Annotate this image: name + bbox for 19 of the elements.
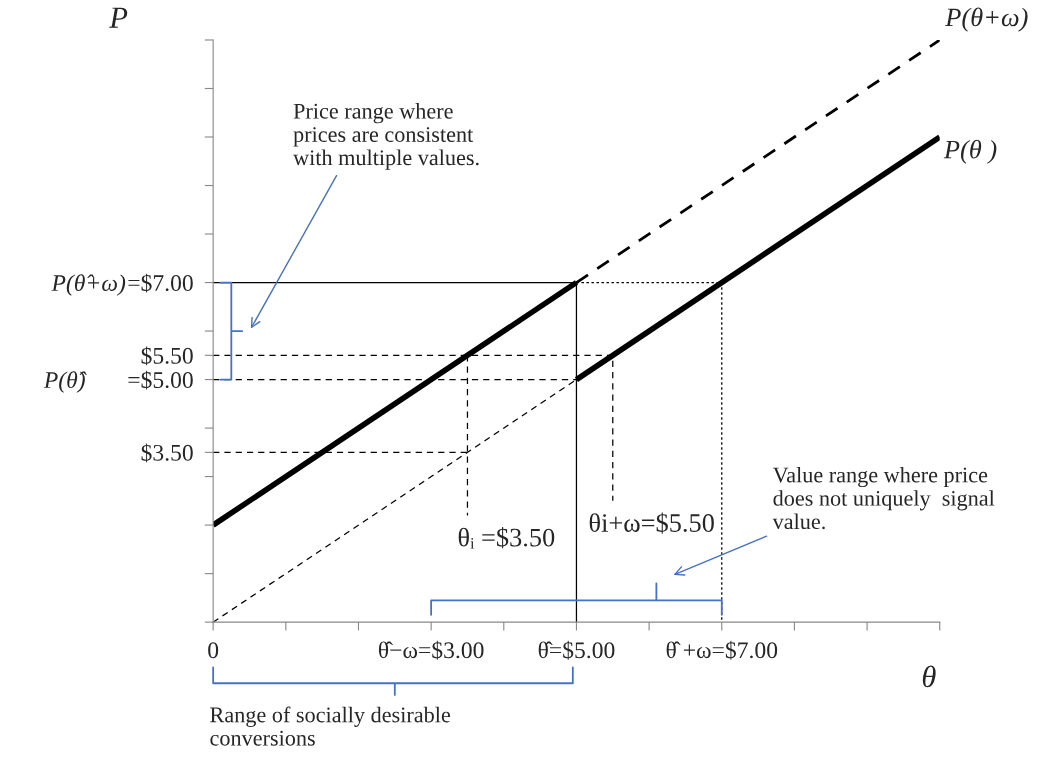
- x-tick-label: θ̂=$5.00: [538, 640, 615, 660]
- x-tick-label: 0: [208, 642, 219, 659]
- annotation: Value range where price does not uniquely signal value.: [772, 466, 995, 530]
- text: P(θ̂+ω): [51, 274, 126, 296]
- annotation: Price range where prices are consistent with multiple values.: [293, 103, 479, 170]
- x-tick-label: θ̂ +ω=$7.00: [666, 640, 778, 660]
- x-axis-title: θ: [922, 665, 936, 688]
- annotation: θi+ω=$5.50: [589, 512, 714, 534]
- x-tick-label: θ̂−ω=$3.00: [378, 640, 484, 660]
- y-tick-label: $3.50: [141, 443, 193, 463]
- annotation: θᵢ =$3.50: [458, 527, 555, 549]
- y-tick-label: =$7.00: [128, 273, 193, 293]
- series-label: P(θ+ω): [945, 7, 1028, 32]
- text: Range of socially desirable conversions: [210, 706, 451, 746]
- series-label: P(θ ): [943, 139, 997, 164]
- text: P(θ̂): [43, 371, 87, 393]
- y-tick-label: =$5.00: [128, 370, 193, 390]
- y-axis-title: P: [109, 7, 128, 28]
- y-tick-label: $5.50: [141, 346, 193, 366]
